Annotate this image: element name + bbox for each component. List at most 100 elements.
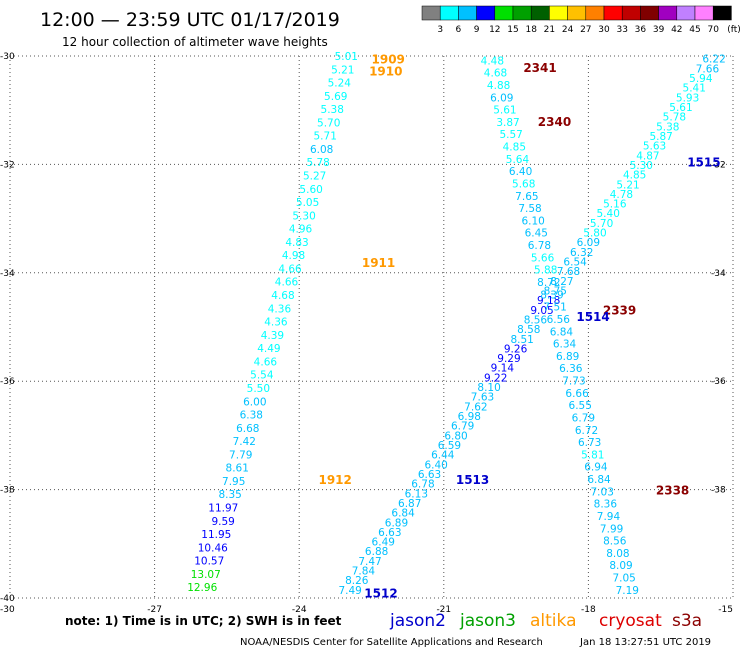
colorbar-label: 27	[580, 25, 591, 35]
swh-label: 4.68	[484, 68, 507, 80]
y-tick-label: -36	[711, 377, 726, 387]
swh-label: 6.66	[565, 388, 589, 400]
colorbar-label: 3	[437, 25, 443, 35]
swh-label: 4.96	[289, 224, 313, 236]
swh-label: 5.66	[531, 252, 555, 264]
swh-label: 5.21	[616, 179, 639, 191]
swh-label: 8.51	[510, 334, 533, 346]
swh-label: 8.26	[345, 575, 369, 587]
swh-label: 5.30	[292, 210, 315, 222]
swh-label: 5.38	[656, 121, 679, 133]
swh-label: 11.97	[208, 502, 238, 514]
swh-label: 5.27	[303, 171, 326, 183]
swh-label: 6.38	[240, 410, 263, 422]
swh-label: 7.51	[543, 302, 566, 314]
swh-label: 6.79	[572, 412, 595, 424]
swh-label: 5.69	[324, 91, 347, 103]
swh-label: 5.80	[583, 228, 606, 240]
colorbar-label: 33	[616, 25, 627, 35]
swh-label: 6.55	[569, 400, 592, 412]
swh-label: 6.88	[365, 546, 388, 558]
colorbar-swatch	[512, 5, 532, 21]
swh-label: 5.41	[683, 83, 706, 95]
swh-label: 4.66	[254, 356, 278, 368]
swh-label: 6.79	[451, 421, 474, 433]
swh-label: 9.26	[504, 343, 528, 355]
swh-label: 9.59	[211, 516, 234, 528]
swh-label: 5.68	[512, 178, 535, 190]
colorbar-label: 12	[489, 25, 500, 35]
x-tick-label: -15	[718, 605, 733, 615]
swh-label: 6.54	[563, 257, 587, 269]
grid	[9, 55, 734, 599]
swh-label: 13.07	[191, 569, 221, 581]
swh-label: 6.84	[550, 326, 574, 338]
colorbar-label: 45	[689, 25, 700, 35]
y-tick-label-left: -38	[0, 486, 15, 496]
y-tick-label-left: -36	[0, 377, 15, 387]
swh-label: 4.78	[610, 189, 633, 201]
swh-label: 4.49	[257, 343, 280, 355]
swh-label: 7.03	[591, 486, 614, 498]
swh-label: 4.68	[271, 290, 294, 302]
swh-label: 6.63	[378, 527, 401, 539]
colorbar-swatch	[640, 5, 659, 21]
swh-label: 5.24	[328, 78, 352, 90]
colorbar-swatch	[421, 5, 441, 21]
time-label: 2338	[656, 484, 689, 498]
colorbar-label: 9	[474, 25, 480, 35]
swh-label: 6.89	[385, 517, 408, 529]
colorbar-label: 6	[456, 25, 462, 35]
legend-jason3: jason3	[459, 611, 516, 631]
swh-label: 8.56	[524, 314, 548, 326]
colorbar-swatch	[658, 5, 678, 21]
time-label: 2339	[603, 304, 636, 318]
colorbar-swatch	[676, 5, 696, 21]
swh-label: 5.88	[534, 265, 557, 277]
swh-label: 5.30	[630, 160, 653, 172]
swh-label: 5.16	[603, 199, 627, 211]
y-tick-label-left: -34	[0, 269, 15, 279]
swh-label: 6.56	[547, 314, 571, 326]
swh-label: 12.96	[187, 582, 217, 594]
swh-label: 6.45	[525, 228, 548, 240]
y-tick-label-left: -32	[0, 160, 15, 170]
colorbar-swatch	[712, 5, 732, 21]
time-label: 2341	[523, 61, 556, 75]
swh-label: 6.40	[509, 166, 532, 178]
time-label: 1909	[372, 53, 405, 67]
colorbar-swatch	[585, 5, 605, 21]
swh-label: 7.49	[338, 585, 361, 597]
legend-cryosat: cryosat	[599, 611, 662, 631]
colorbar-swatch	[530, 5, 550, 21]
swh-label: 6.80	[444, 430, 467, 442]
colorbar-swatch	[476, 5, 496, 21]
swh-label: 7.63	[471, 392, 494, 404]
swh-label: 10.46	[198, 542, 228, 554]
swh-label: 6.84	[391, 508, 415, 520]
swh-label: 8.10	[477, 382, 500, 394]
footer-timestamp: Jan 18 13:27:51 UTC 2019	[579, 637, 711, 648]
y-tick-label: -34	[711, 269, 726, 279]
swh-label: 4.87	[636, 150, 659, 162]
swh-label: 6.73	[578, 437, 601, 449]
legend-altika: altika	[530, 611, 577, 631]
swh-label: 7.66	[696, 63, 720, 75]
swh-label: 6.49	[372, 537, 395, 549]
swh-label: 6.72	[575, 425, 598, 437]
swh-label: 6.94	[584, 462, 608, 474]
swh-label: 5.87	[649, 131, 672, 143]
chart-title: 12:00 — 23:59 UTC 01/17/2019	[40, 9, 340, 31]
satellite-legend: jason2 jason3 altika cryosat s3a	[389, 611, 702, 631]
swh-label: 9.29	[497, 353, 520, 365]
swh-label: 5.54	[250, 370, 274, 382]
colorbar-swatch	[494, 5, 514, 21]
swh-label: 6.63	[418, 469, 441, 481]
colorbar-swatch	[567, 5, 587, 21]
swh-label: 9.05	[530, 305, 553, 317]
colorbar-label: 24	[562, 25, 574, 35]
swh-label: 6.36	[559, 363, 583, 375]
swh-label: 8.39	[540, 289, 563, 301]
swh-label: 11.95	[201, 529, 231, 541]
